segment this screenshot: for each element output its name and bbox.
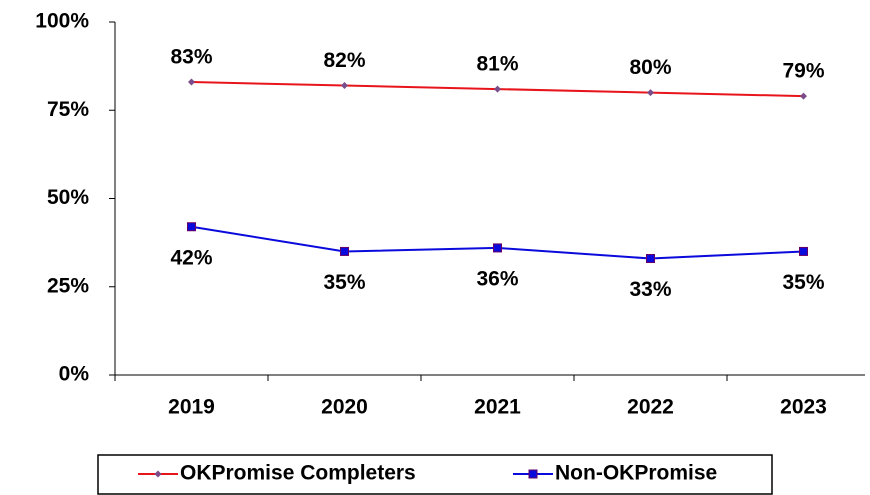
series-line — [191, 225, 804, 260]
point — [340, 246, 349, 256]
x-tick-label: 2020 — [321, 396, 368, 419]
point — [493, 243, 502, 253]
point — [799, 246, 808, 256]
point — [494, 85, 501, 93]
data-label: 81% — [476, 53, 518, 76]
y-tick-label: 100% — [35, 10, 89, 33]
data-label: 83% — [170, 46, 212, 69]
data-label: 35% — [782, 271, 824, 294]
data-label: 79% — [782, 60, 824, 83]
point — [188, 78, 195, 86]
point — [646, 254, 655, 264]
x-tick-label: 2021 — [474, 396, 521, 419]
legend-label: Non-OKPromise — [555, 462, 717, 485]
data-label: 36% — [476, 267, 518, 290]
x-tick-label: 2019 — [168, 396, 215, 419]
data-label: 82% — [323, 49, 365, 72]
y-tick-label: 25% — [47, 274, 89, 297]
x-tick-label: 2023 — [780, 396, 827, 419]
data-label: 35% — [323, 271, 365, 294]
legend-box — [97, 454, 773, 495]
y-tick-label: 0% — [59, 363, 90, 386]
y-tick-label: 50% — [47, 186, 89, 209]
data-label: 80% — [629, 56, 671, 79]
y-tick-label: 75% — [47, 98, 89, 121]
legend-marker — [154, 470, 162, 478]
data-label: 42% — [170, 246, 212, 269]
point — [187, 222, 196, 232]
x-tick-label: 2022 — [627, 396, 674, 419]
point — [647, 89, 654, 97]
point — [800, 92, 807, 100]
point — [341, 82, 348, 90]
data-label: 33% — [629, 278, 671, 301]
legend-label: OKPromise Completers — [180, 462, 416, 485]
legend-marker — [528, 469, 538, 479]
